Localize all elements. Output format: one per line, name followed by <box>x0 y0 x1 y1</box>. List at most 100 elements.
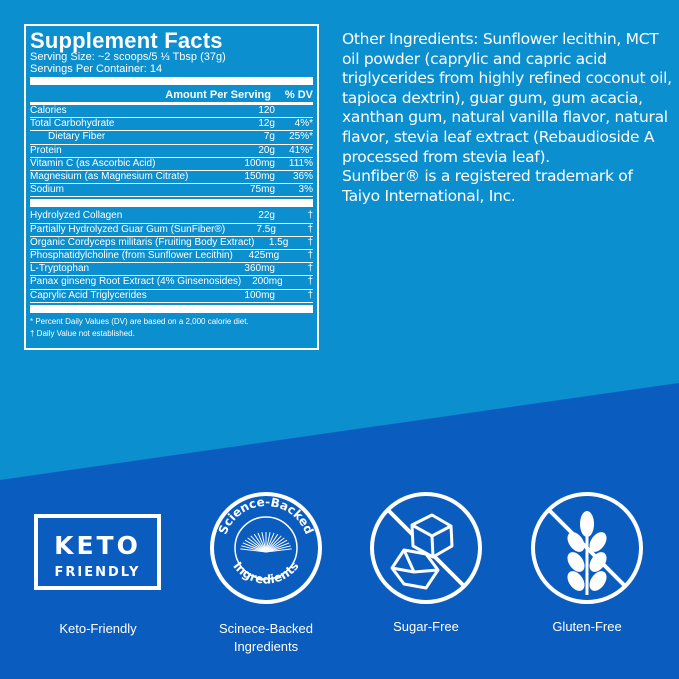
ray <box>253 533 267 553</box>
row-name: Partially Hydrolyzed Guar Gum (SunFiber®… <box>30 223 226 235</box>
wheat-icon <box>567 511 607 595</box>
svg-text:Ingredients: Ingredients <box>230 559 301 587</box>
row-name: Sodium <box>30 184 64 196</box>
supplement-facts-panel: Supplement Facts Serving Size: ~2 scoops… <box>24 24 319 350</box>
row-amount: 7g <box>263 131 275 143</box>
row-name: Organic Cordyceps militaris (Fruiting Bo… <box>30 236 255 248</box>
facts-header: Amount Per Serving % DV <box>30 88 313 105</box>
row-amount: 200mg <box>252 276 283 288</box>
row-name: Dietary Fiber <box>48 131 106 143</box>
ray <box>265 537 285 553</box>
row-name: Phosphatidylcholine (from Sunflower Leci… <box>30 250 233 262</box>
row-name: Calories <box>30 105 67 116</box>
facts-row: Protein 20g 41%* <box>30 145 313 158</box>
svg-text:Science-Backed: Science-Backed <box>216 495 317 536</box>
row-amount: 360mg <box>244 263 275 275</box>
other-ingredients-text: Other Ingredients: Sunflower lecithin, M… <box>342 30 672 205</box>
row-name: Total Carbohydrate <box>30 118 115 130</box>
badges-row: KETO FRIENDLY Science-Backed Ingredients <box>34 492 643 604</box>
caption-keto-friendly: Keto-Friendly <box>59 621 137 636</box>
ray <box>241 545 267 553</box>
row-dv: 25%* <box>289 131 313 143</box>
row-amount: 100mg <box>244 289 275 301</box>
row-dv: † <box>307 263 313 275</box>
facts-row: Caprylic Acid Triglycerides 100mg † <box>30 290 313 303</box>
footnote-dv: * Percent Daily Values (DV) are based on… <box>30 316 249 326</box>
diagonal-band <box>0 383 679 679</box>
row-dv <box>275 105 313 117</box>
row-dv: † <box>307 250 313 262</box>
ray <box>257 532 267 553</box>
caption-gluten-free: Gluten-Free <box>552 619 622 634</box>
facts-row: Organic Cordyceps militaris (Fruiting Bo… <box>30 236 313 251</box>
facts-row: Panax ginseng Root Extract (4% Ginsenosi… <box>30 276 313 290</box>
facts-row: Hydrolyzed Collagen 22g † <box>30 210 313 224</box>
row-dv: † <box>307 223 313 235</box>
science-backed-seal: Science-Backed Ingredients <box>210 492 322 604</box>
row-name: Caprylic Acid Triglycerides <box>30 289 147 301</box>
sugar-cube-icon <box>390 513 454 590</box>
trademark-note: Sunfiber® is a registered trademark of T… <box>342 167 633 205</box>
row-dv: † <box>307 276 313 288</box>
row-name: Hydrolyzed Collagen <box>30 210 123 222</box>
row-amount: 22g <box>258 210 275 222</box>
ray <box>247 537 267 553</box>
ray <box>261 532 267 553</box>
row-amount: 20g <box>258 144 275 156</box>
ray <box>265 545 291 553</box>
facts-row: L-Tryptophan 360mg † <box>30 263 313 277</box>
ray <box>242 542 267 553</box>
row-dv: 111% <box>288 157 313 169</box>
svg-text:KETO: KETO <box>54 531 141 560</box>
row-amount: 425mg <box>248 250 280 262</box>
facts-row: Calories 120 <box>30 105 313 119</box>
facts-row: Dietary Fiber 7g 25%* <box>30 131 313 145</box>
ray <box>265 532 275 553</box>
row-amount: 7.5g <box>256 223 276 235</box>
caption-science-backed: Scinece-Backed Ingredients <box>219 621 313 654</box>
svg-text:FRIENDLY: FRIENDLY <box>55 565 141 580</box>
facts-row: Magnesium (as Magnesium Citrate) 150mg 36% <box>30 171 313 185</box>
row-name: Panax ginseng Root Extract (4% Ginsenosi… <box>30 276 242 288</box>
row-name: Vitamin C (as Ascorbic Acid) <box>30 157 156 169</box>
keto-friendly-badge: KETO FRIENDLY <box>34 514 161 590</box>
ray <box>244 539 267 553</box>
row-dv: † <box>307 210 313 222</box>
row-dv: † <box>307 236 313 248</box>
divider <box>30 77 313 85</box>
servings-per-container: Servings Per Container: 14 <box>30 62 163 75</box>
row-amount: 12g <box>258 118 275 130</box>
row-dv: † <box>307 289 313 301</box>
row-dv: 3% <box>298 184 313 196</box>
divider <box>30 304 313 313</box>
facts-row: Sodium 75mg 3% <box>30 184 313 198</box>
row-name: Protein <box>30 144 62 156</box>
row-amount: 100mg <box>244 157 275 169</box>
sugar-free-icon <box>370 492 482 604</box>
gluten-free-icon <box>531 492 643 604</box>
row-dv: 41%* <box>289 144 313 156</box>
row-amount: 120 <box>258 105 275 116</box>
ray <box>265 535 282 553</box>
ray <box>265 548 292 553</box>
ray <box>240 548 267 553</box>
caption-sugar-free: Sugar-Free <box>393 619 459 634</box>
row-dv: 4%* <box>294 118 313 130</box>
ray <box>265 533 279 553</box>
divider <box>30 199 313 208</box>
serving-size: Serving Size: ~2 scoops/5 ⅓ Tbsp (37g) <box>30 51 226 63</box>
facts-row: Phosphatidylcholine (from Sunflower Leci… <box>30 250 313 264</box>
ray <box>265 542 290 553</box>
row-amount: 1.5g <box>268 236 289 248</box>
row-name: L-Tryptophan <box>30 263 90 275</box>
facts-row: Partially Hydrolyzed Guar Gum (SunFiber®… <box>30 224 313 237</box>
ray <box>265 539 288 553</box>
facts-row: Vitamin C (as Ascorbic Acid) 100mg 111% <box>30 157 313 172</box>
row-name: Magnesium (as Magnesium Citrate) <box>30 171 189 183</box>
facts-row: Total Carbohydrate 12g 4%* <box>30 118 313 132</box>
row-amount: 150mg <box>244 171 275 183</box>
footnote-dagger: † Daily Value not established. <box>30 328 135 338</box>
facts-title: Supplement Facts <box>30 28 223 53</box>
row-dv: 36% <box>292 171 313 183</box>
